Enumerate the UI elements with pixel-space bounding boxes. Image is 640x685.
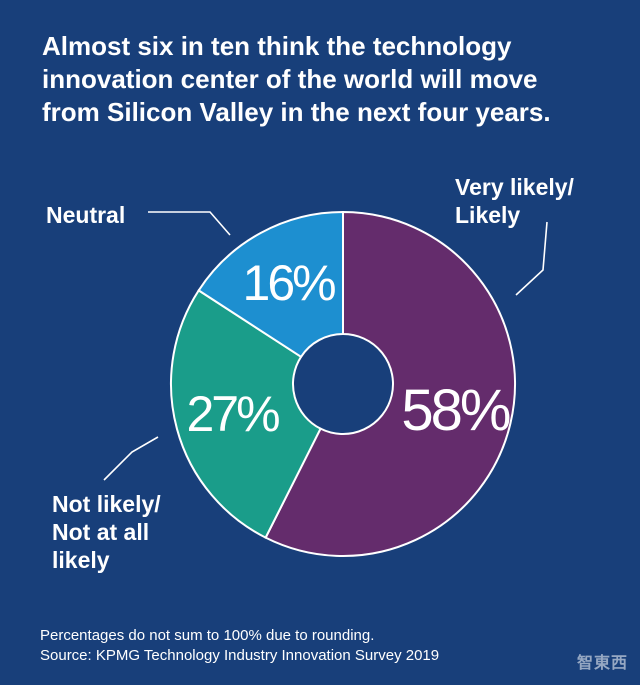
not-likely-callout-line-1: Not likely/ <box>52 491 161 517</box>
not-likely-leader-line <box>103 436 159 481</box>
slice-1 <box>170 289 322 539</box>
slice-2 <box>197 210 344 359</box>
not-likely-callout-line-3: likely <box>52 547 110 573</box>
source-note: Source: KPMG Technology Industry Innovat… <box>40 647 440 664</box>
neutral-callout-text: Neutral <box>46 202 126 228</box>
likely-callout-line-1: Very likely/ <box>455 174 574 200</box>
rounding-note: Percentages do not sum to 100% due to ro… <box>40 627 375 644</box>
slice-label-2: 16% <box>243 255 336 311</box>
not-likely-callout-line-2: Not at all <box>52 519 150 545</box>
watermark-logo: 智東西 <box>576 655 628 672</box>
title-line-1: Almost six in ten think the technology <box>42 31 512 61</box>
not-likely-callout: Not likely/ Not at all likely <box>52 490 161 574</box>
neutral-callout: Neutral <box>46 201 125 229</box>
slice-label-1: 27% <box>186 386 279 442</box>
neutral-leader-line <box>148 211 231 236</box>
likely-callout: Very likely/ Likely <box>455 173 574 229</box>
likely-callout-line-2: Likely <box>455 202 521 228</box>
title-line-2: innovation center of the world will move <box>42 64 538 94</box>
title-line-3: from Silicon Valley in the next four yea… <box>42 97 551 127</box>
slice-0 <box>264 210 516 557</box>
chart-footer: Percentages do not sum to 100% due to ro… <box>40 626 439 666</box>
likely-leader-line <box>515 221 548 296</box>
slice-label-0: 58% <box>401 378 510 443</box>
chart-title: Almost six in ten think the technology i… <box>42 30 602 129</box>
